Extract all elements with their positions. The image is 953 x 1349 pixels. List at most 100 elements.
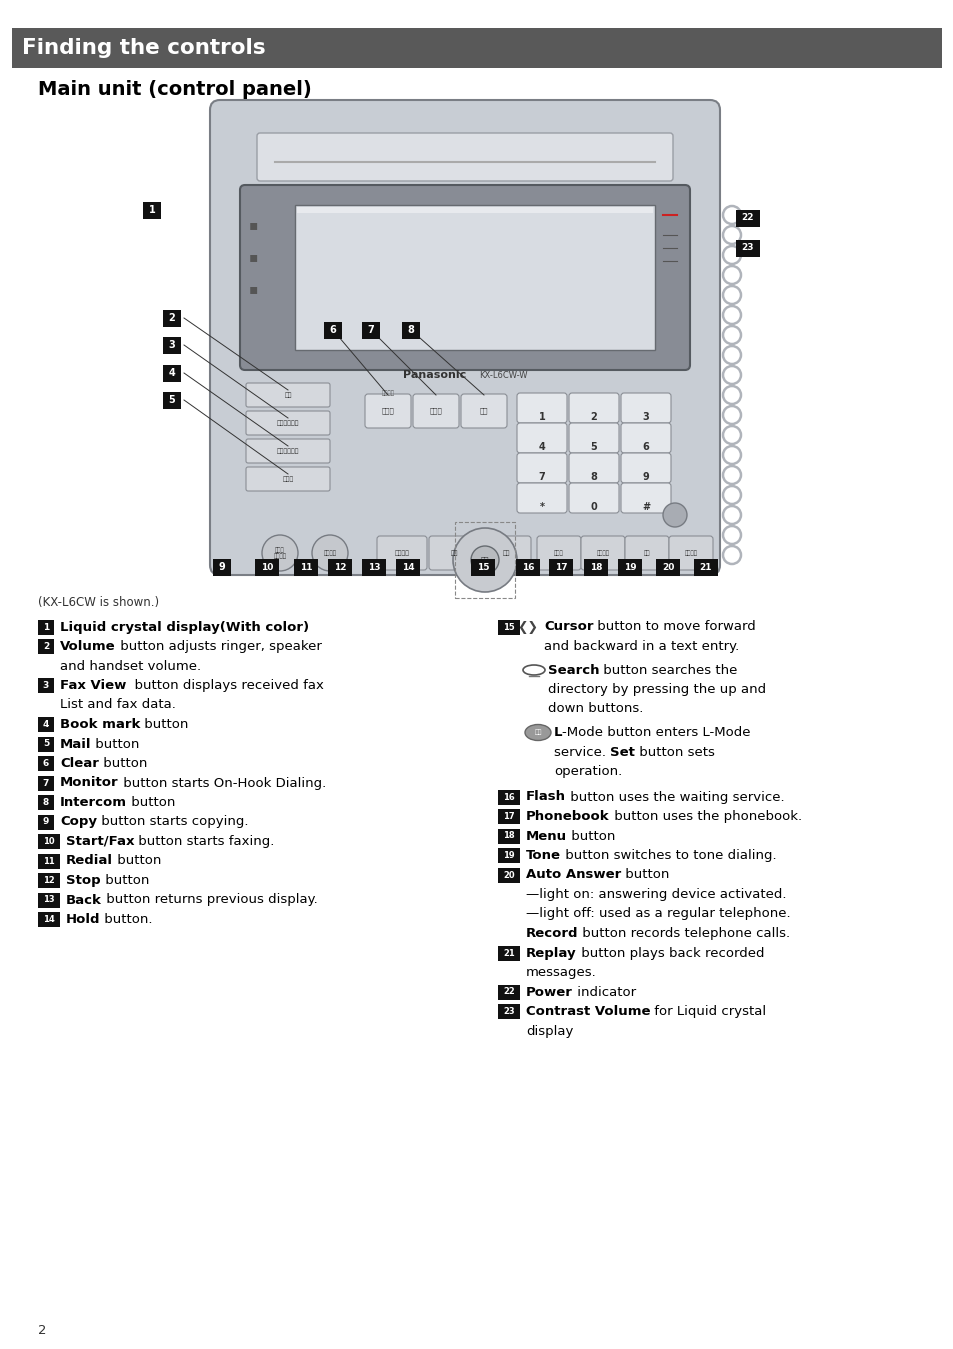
Text: button searches the: button searches the (598, 664, 737, 676)
Bar (38, 873, 60, 888)
FancyBboxPatch shape (568, 424, 618, 453)
FancyBboxPatch shape (568, 483, 618, 513)
Text: button.: button. (100, 913, 152, 925)
Bar (38, 815, 54, 830)
Text: メール: メール (282, 476, 294, 482)
Text: Cursor: Cursor (543, 621, 593, 634)
FancyBboxPatch shape (620, 424, 670, 453)
Text: 電話帳: 電話帳 (554, 550, 563, 556)
Text: 1: 1 (538, 411, 545, 422)
Text: 音量: 音量 (284, 393, 292, 398)
Text: Book mark: Book mark (60, 718, 140, 731)
Text: 文字消去: 文字消去 (381, 390, 395, 395)
FancyBboxPatch shape (246, 438, 330, 463)
Bar (163, 309, 181, 326)
Text: button sets: button sets (635, 746, 714, 758)
FancyBboxPatch shape (210, 100, 720, 575)
Text: operation.: operation. (554, 765, 621, 778)
Text: 21: 21 (699, 563, 712, 572)
FancyBboxPatch shape (668, 536, 712, 571)
Bar (294, 558, 317, 576)
Text: ストップ: ストップ (395, 550, 409, 556)
Text: 19: 19 (502, 851, 515, 861)
Text: button: button (99, 757, 147, 770)
Text: Phonebook: Phonebook (525, 809, 609, 823)
Bar (735, 209, 760, 227)
Text: Set: Set (610, 746, 635, 758)
Text: Copy: Copy (60, 816, 97, 828)
Bar (12, 28, 941, 67)
Text: 20: 20 (502, 870, 515, 880)
Text: 1: 1 (149, 205, 155, 214)
FancyBboxPatch shape (517, 453, 566, 483)
Bar (163, 391, 181, 409)
FancyBboxPatch shape (620, 483, 670, 513)
Text: 15: 15 (502, 622, 515, 631)
Text: 子機: 子機 (479, 407, 488, 414)
Text: 21: 21 (502, 948, 515, 958)
Text: コピー
ファクス: コピー ファクス (274, 546, 286, 558)
Bar (471, 558, 495, 576)
Text: 決定: 決定 (480, 557, 489, 564)
Bar (254, 558, 278, 576)
Bar (361, 558, 386, 576)
Text: directory by pressing the up and: directory by pressing the up and (547, 683, 765, 696)
Bar (38, 639, 54, 654)
Text: 19: 19 (623, 563, 636, 572)
Bar (497, 867, 519, 882)
Text: 2: 2 (169, 313, 175, 322)
Bar (497, 946, 519, 960)
Text: 12: 12 (334, 563, 346, 572)
Text: 11: 11 (299, 563, 312, 572)
Text: button uses the waiting service.: button uses the waiting service. (565, 791, 783, 804)
Bar (38, 755, 54, 772)
Text: 7: 7 (367, 325, 374, 335)
Text: クリア: クリア (381, 407, 394, 414)
FancyBboxPatch shape (568, 453, 618, 483)
Text: 4: 4 (169, 368, 175, 378)
Text: Intercom: Intercom (60, 796, 127, 809)
Text: button: button (112, 854, 161, 867)
Text: service.: service. (554, 746, 610, 758)
Text: Record: Record (525, 927, 578, 940)
Text: Start/Fax: Start/Fax (66, 835, 134, 849)
Text: 戻る: 戻る (450, 550, 457, 556)
Text: メニュー: メニュー (596, 550, 609, 556)
Text: Contrast Volume: Contrast Volume (525, 1005, 650, 1018)
Text: Clear: Clear (60, 757, 99, 770)
Bar (38, 619, 54, 634)
Bar (395, 558, 419, 576)
Text: button: button (566, 830, 615, 843)
Text: button starts On-Hook Dialing.: button starts On-Hook Dialing. (118, 777, 326, 789)
Bar (38, 795, 54, 809)
FancyBboxPatch shape (460, 394, 506, 428)
Text: button starts copying.: button starts copying. (97, 816, 248, 828)
FancyBboxPatch shape (517, 424, 566, 453)
Text: 20: 20 (661, 563, 674, 572)
Text: button: button (100, 874, 149, 888)
Text: button to move forward: button to move forward (593, 621, 756, 634)
Bar (618, 558, 641, 576)
Text: 16: 16 (521, 563, 534, 572)
Text: 6: 6 (330, 325, 336, 335)
Bar (328, 558, 352, 576)
Bar (38, 834, 60, 849)
Text: button: button (140, 718, 189, 731)
FancyBboxPatch shape (413, 394, 458, 428)
Text: (KX-L6CW is shown.): (KX-L6CW is shown.) (38, 596, 159, 608)
Text: *: * (539, 502, 544, 513)
FancyBboxPatch shape (480, 536, 531, 571)
FancyBboxPatch shape (620, 393, 670, 424)
Bar (497, 828, 519, 843)
Text: 16: 16 (502, 792, 515, 801)
Text: 決定: 決定 (534, 730, 541, 735)
Text: 23: 23 (741, 244, 754, 252)
Bar (455, 522, 515, 598)
Text: 4: 4 (43, 720, 50, 728)
Text: Tone: Tone (525, 849, 560, 862)
Text: 14: 14 (401, 563, 414, 572)
Text: button switches to tone dialing.: button switches to tone dialing. (560, 849, 776, 862)
Text: —light on: answering device activated.: —light on: answering device activated. (525, 888, 785, 901)
Text: Replay: Replay (525, 947, 576, 959)
Text: 23: 23 (502, 1006, 515, 1016)
